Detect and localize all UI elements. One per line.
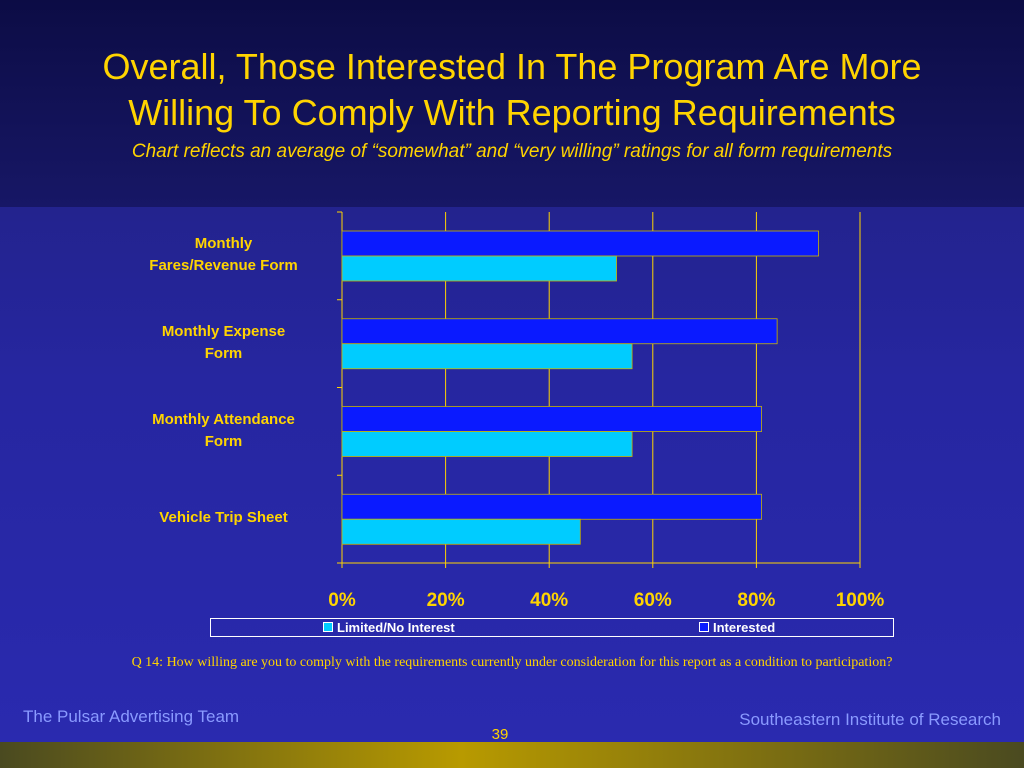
footer-left-text: The Pulsar Advertising Team [23, 707, 240, 726]
x-tick-label: 80% [737, 590, 775, 611]
category-label-line-1: Monthly Expense [161, 322, 286, 340]
page-number: 39 [491, 726, 509, 743]
title-line-2: Willing To Comply With Reporting Require… [128, 92, 896, 133]
header-band [0, 0, 1024, 207]
category-label-line-1: Monthly Attendance [152, 410, 295, 428]
bar-interested [341, 493, 762, 520]
x-tick-label: 100% [836, 590, 885, 611]
bar-limited [341, 255, 617, 282]
survey-question: Q 14: How willing are you to comply with… [131, 655, 893, 670]
slide-title: Overall, Those Interested In The Program… [0, 44, 1024, 136]
bottom-bar [0, 742, 1024, 768]
x-tick-label: 20% [427, 590, 465, 611]
footer-right-text: Southeastern Institute of Research [739, 710, 1001, 729]
x-tick-label: 60% [634, 590, 672, 611]
legend-item-interested: Interested [699, 620, 775, 635]
title-line-1: Overall, Those Interested In The Program… [102, 46, 922, 87]
category-label: Monthly Attendance Form [120, 409, 327, 453]
category-label-line-2: Form [204, 344, 243, 362]
bar-interested [341, 230, 819, 257]
category-label-line-2: Fares/Revenue Form [149, 257, 298, 274]
legend-label-interested: Interested [713, 620, 776, 635]
x-tick-label: 40% [530, 590, 568, 611]
x-tick-label: 0% [328, 590, 356, 611]
bar-limited [341, 518, 581, 545]
bar-interested [341, 406, 762, 432]
category-label-line-2: Form [204, 432, 243, 450]
legend-item-limited: Limited/No Interest [323, 620, 455, 635]
category-label: Monthly Expense Form [120, 321, 327, 365]
bar-limited [341, 343, 633, 370]
legend-label-limited: Limited/No Interest [337, 620, 455, 635]
category-label: Monthly Fares/Revenue Form [120, 233, 327, 277]
category-label-line-1: Monthly [194, 235, 253, 252]
category-label-line-1: Vehicle Trip Sheet [159, 509, 288, 527]
chart-legend: Limited/No Interest Interested [210, 618, 894, 637]
slide-subtitle: Chart reflects an average of “somewhat” … [131, 141, 893, 162]
bar-interested [341, 318, 778, 345]
legend-swatch-interested [699, 622, 709, 632]
category-label: Vehicle Trip Sheet [120, 507, 327, 529]
bar-limited [341, 431, 633, 457]
legend-swatch-limited [323, 622, 333, 632]
